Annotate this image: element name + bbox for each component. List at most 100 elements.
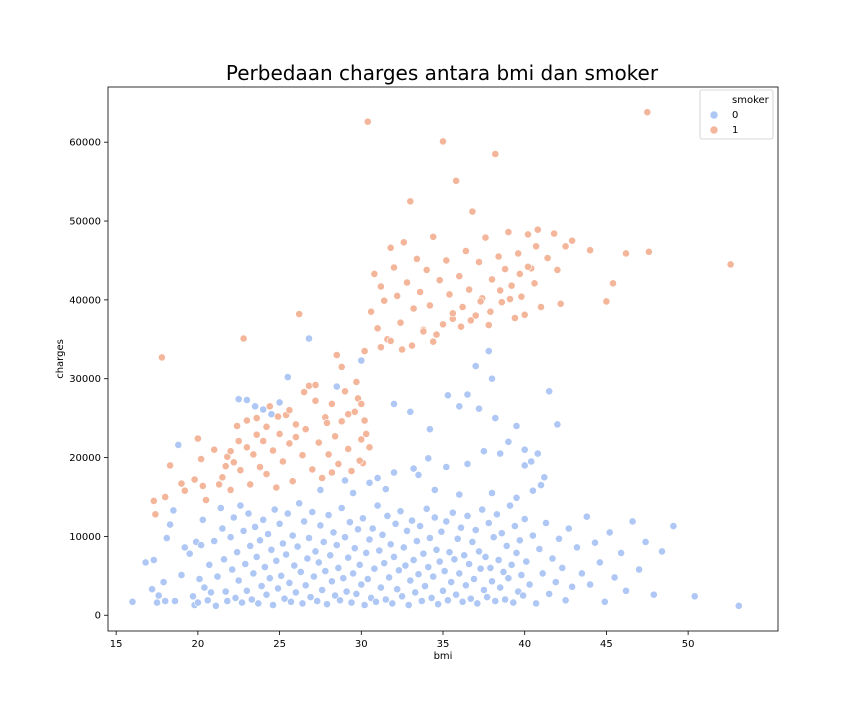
data-point-smoker-1 bbox=[229, 458, 238, 467]
data-point-smoker-0 bbox=[504, 574, 513, 583]
data-point-smoker-1 bbox=[524, 230, 532, 239]
data-point-smoker-1 bbox=[484, 321, 493, 329]
data-point-smoker-0 bbox=[326, 551, 335, 560]
data-point-smoker-0 bbox=[251, 402, 259, 411]
data-point-smoker-0 bbox=[458, 597, 467, 606]
data-point-smoker-0 bbox=[311, 547, 320, 556]
data-point-smoker-0 bbox=[435, 557, 444, 566]
data-point-smoker-1 bbox=[327, 468, 336, 477]
x-tick-label: 25 bbox=[273, 639, 286, 650]
data-point-smoker-0 bbox=[416, 522, 424, 530]
y-tick-label: 50000 bbox=[69, 217, 101, 228]
data-point-smoker-1 bbox=[202, 496, 210, 504]
data-point-smoker-0 bbox=[478, 505, 487, 514]
data-point-smoker-0 bbox=[249, 569, 258, 578]
data-point-smoker-0 bbox=[270, 505, 279, 514]
data-point-smoker-1 bbox=[285, 406, 294, 415]
data-point-smoker-0 bbox=[481, 553, 490, 561]
data-point-smoker-0 bbox=[256, 536, 264, 545]
data-point-smoker-0 bbox=[352, 590, 361, 598]
data-point-smoker-0 bbox=[475, 404, 483, 413]
data-point-smoker-0 bbox=[347, 598, 356, 607]
data-point-smoker-1 bbox=[622, 249, 630, 258]
data-point-smoker-0 bbox=[189, 592, 197, 601]
data-point-smoker-0 bbox=[345, 518, 354, 527]
data-point-smoker-0 bbox=[301, 581, 310, 590]
x-tick-label: 40 bbox=[518, 639, 531, 650]
data-point-smoker-0 bbox=[375, 546, 384, 555]
data-point-smoker-1 bbox=[291, 420, 300, 429]
data-point-smoker-0 bbox=[488, 374, 496, 383]
data-point-smoker-1 bbox=[586, 246, 594, 255]
data-point-smoker-1 bbox=[561, 242, 570, 251]
y-tick-label: 60000 bbox=[69, 138, 101, 149]
data-point-smoker-0 bbox=[509, 598, 518, 607]
data-point-smoker-1 bbox=[520, 310, 529, 319]
data-point-smoker-0 bbox=[332, 382, 341, 391]
data-point-smoker-1 bbox=[149, 496, 158, 505]
data-point-smoker-1 bbox=[285, 439, 294, 448]
data-point-smoker-1 bbox=[344, 410, 353, 419]
data-point-smoker-0 bbox=[358, 514, 367, 523]
data-point-smoker-0 bbox=[385, 573, 393, 582]
data-point-smoker-0 bbox=[318, 586, 326, 594]
data-point-smoker-1 bbox=[252, 430, 261, 439]
data-point-smoker-1 bbox=[151, 510, 160, 519]
data-point-smoker-0 bbox=[690, 592, 699, 601]
data-point-smoker-0 bbox=[558, 564, 567, 572]
data-point-smoker-0 bbox=[177, 571, 186, 579]
data-point-smoker-0 bbox=[236, 501, 245, 510]
data-point-smoker-1 bbox=[471, 311, 480, 320]
data-point-smoker-0 bbox=[442, 517, 451, 526]
data-point-smoker-1 bbox=[517, 292, 526, 301]
data-point-smoker-0 bbox=[610, 573, 619, 582]
data-point-smoker-0 bbox=[669, 522, 678, 530]
data-point-smoker-1 bbox=[166, 461, 174, 470]
data-point-smoker-1 bbox=[249, 450, 258, 459]
data-point-smoker-0 bbox=[537, 481, 545, 489]
data-point-smoker-0 bbox=[434, 600, 442, 609]
data-point-smoker-0 bbox=[540, 473, 549, 482]
data-point-smoker-0 bbox=[195, 575, 204, 583]
data-point-smoker-0 bbox=[600, 597, 609, 606]
data-point-smoker-0 bbox=[275, 519, 284, 528]
data-point-smoker-1 bbox=[506, 295, 514, 303]
data-point-smoker-1 bbox=[553, 265, 562, 274]
data-point-smoker-0 bbox=[479, 447, 488, 456]
data-point-smoker-1 bbox=[234, 437, 243, 445]
data-point-smoker-0 bbox=[260, 563, 269, 571]
data-point-smoker-0 bbox=[452, 590, 460, 599]
data-point-smoker-1 bbox=[210, 445, 219, 454]
data-point-smoker-0 bbox=[622, 586, 630, 595]
data-point-smoker-1 bbox=[376, 343, 385, 352]
data-point-smoker-0 bbox=[220, 555, 228, 564]
data-point-smoker-1 bbox=[643, 108, 652, 117]
data-point-smoker-1 bbox=[408, 341, 416, 350]
data-point-smoker-1 bbox=[442, 256, 451, 265]
data-point-smoker-0 bbox=[357, 580, 366, 589]
y-tick-label: 30000 bbox=[69, 374, 101, 385]
data-point-smoker-1 bbox=[233, 422, 241, 430]
data-point-smoker-0 bbox=[448, 508, 457, 517]
data-point-smoker-0 bbox=[238, 598, 246, 607]
data-point-smoker-1 bbox=[494, 252, 503, 261]
data-point-smoker-0 bbox=[349, 489, 357, 497]
data-point-smoker-0 bbox=[658, 547, 666, 556]
data-point-smoker-1 bbox=[193, 434, 202, 443]
data-point-smoker-0 bbox=[291, 588, 300, 597]
data-point-smoker-0 bbox=[520, 445, 529, 454]
data-point-smoker-0 bbox=[246, 542, 255, 550]
data-point-smoker-0 bbox=[582, 512, 591, 521]
data-point-smoker-0 bbox=[492, 510, 501, 519]
data-point-smoker-1 bbox=[324, 450, 333, 459]
data-point-smoker-1 bbox=[501, 265, 509, 273]
data-point-smoker-1 bbox=[396, 318, 405, 327]
data-point-smoker-0 bbox=[393, 585, 402, 594]
data-point-smoker-0 bbox=[342, 587, 351, 596]
data-point-smoker-1 bbox=[355, 456, 364, 465]
data-point-smoker-0 bbox=[239, 527, 248, 535]
data-point-smoker-0 bbox=[288, 531, 297, 540]
data-point-smoker-0 bbox=[548, 554, 557, 563]
data-point-smoker-0 bbox=[341, 476, 349, 485]
data-point-smoker-0 bbox=[564, 524, 573, 533]
